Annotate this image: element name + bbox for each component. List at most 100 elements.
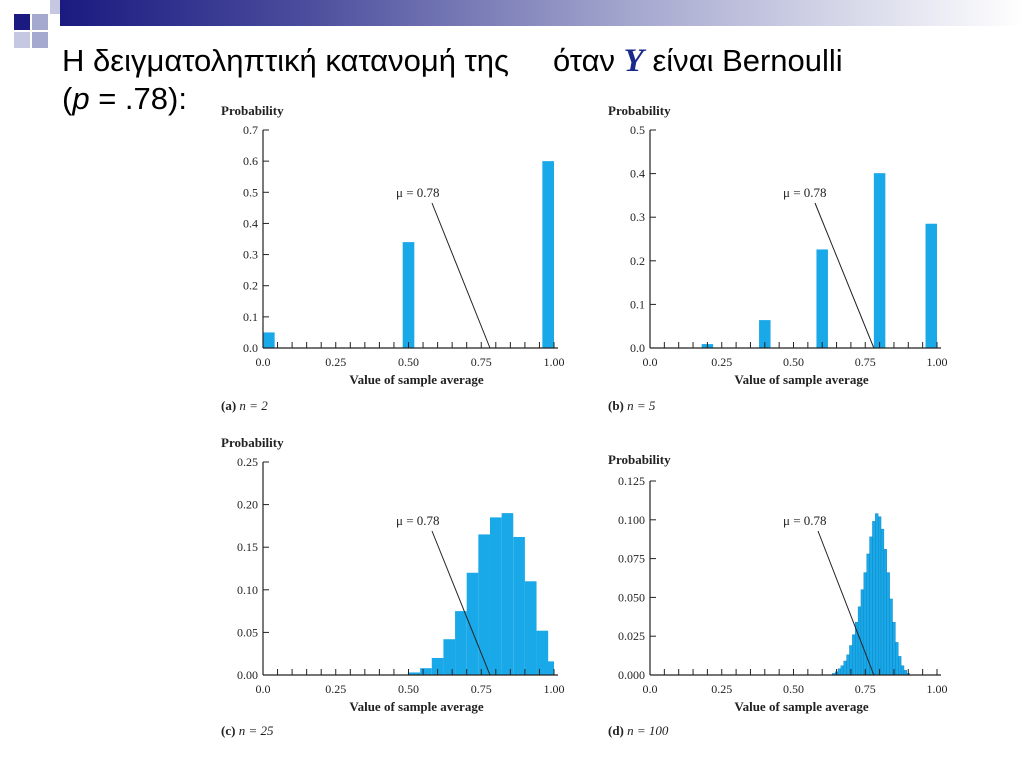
x-tick-label: 1.00 — [544, 682, 565, 696]
y-tick-label: 0.4 — [243, 216, 258, 230]
bar — [840, 665, 844, 676]
caption-letter: (a) — [221, 398, 239, 413]
chart-panel-d: 0.000 0.025 0.050 0.075 0.100 0.125 0.0 0.25 0.5… — [608, 452, 948, 738]
y-tick-label: 0.3 — [243, 248, 258, 262]
y-tick-label: 0.050 — [618, 590, 645, 604]
slide-title: Η δειγματοληπτική κατανομή της όταν Y είν… — [62, 42, 843, 118]
bar — [877, 516, 882, 676]
bar — [431, 657, 444, 675]
x-tick-label: 0.75 — [855, 682, 876, 696]
panel-caption: (c) n = 25 — [221, 723, 274, 738]
bar — [524, 581, 537, 675]
bar — [898, 656, 902, 676]
y-tick-label: 0.075 — [618, 552, 645, 566]
caption-letter: (b) — [608, 398, 627, 413]
bar — [263, 332, 275, 348]
bar — [846, 654, 850, 676]
y-tick-label: 0.25 — [237, 455, 258, 469]
title-text-1: Η δειγματοληπτική κατανομή της — [62, 43, 509, 78]
bar — [895, 642, 899, 676]
x-tick-label: 0.50 — [783, 682, 804, 696]
mu-annotation: μ = 0.78 — [396, 513, 440, 528]
bar — [466, 572, 479, 675]
bar — [903, 670, 908, 676]
mu-pointer-line — [431, 202, 491, 349]
bar — [872, 521, 876, 676]
corner-decoration — [0, 0, 80, 60]
bar — [892, 622, 896, 676]
x-tick-label: 1.00 — [927, 682, 948, 696]
y-tick-label: 0.1 — [630, 297, 645, 311]
caption-n: n = 5 — [627, 398, 656, 413]
y-tick-label: 0.2 — [243, 279, 258, 293]
x-axis-title: Value of sample average — [734, 699, 868, 714]
mu-annotation: μ = 0.78 — [396, 185, 440, 200]
y-tick-label: 0.125 — [618, 474, 645, 488]
x-axis-title: Value of sample average — [349, 372, 483, 387]
y-tick-label: 0.3 — [630, 210, 645, 224]
y-tick-label: 0.7 — [243, 123, 258, 137]
y-axis-title: Probability — [221, 435, 284, 450]
bar — [542, 661, 554, 675]
caption-n: n = 100 — [627, 723, 669, 738]
y-tick-label: 0.025 — [618, 629, 645, 643]
y-tick-label: 0.0 — [243, 341, 258, 355]
title-text-3: είναι Bernoulli — [652, 43, 843, 78]
bar — [873, 173, 886, 348]
y-tick-label: 0.4 — [630, 167, 645, 181]
bar — [837, 668, 842, 676]
bar — [759, 320, 771, 348]
deco-square-dark — [14, 14, 30, 30]
bar — [863, 572, 867, 676]
chart-panel-a: 0.0 0.1 0.2 0.3 0.4 0.5 0.6 0.7 0.0 0.25 0.50 0.75 1… — [221, 103, 565, 413]
bar — [408, 672, 421, 675]
x-tick-label: 0.0 — [643, 355, 658, 369]
bar — [843, 660, 847, 676]
y-tick-label: 0.2 — [630, 254, 645, 268]
y-tick-label: 0.1 — [243, 310, 258, 324]
y-tick-label: 0.6 — [243, 154, 258, 168]
bar — [860, 589, 865, 676]
y-tick-label: 0.5 — [630, 123, 645, 137]
x-tick-label: 0.75 — [471, 682, 492, 696]
x-tick-label: 0.0 — [643, 682, 658, 696]
x-tick-label: 0.50 — [398, 355, 419, 369]
x-tick-label: 0.25 — [711, 355, 732, 369]
x-tick-label: 0.25 — [711, 682, 732, 696]
y-tick-label: 0.000 — [618, 668, 645, 682]
mu-annotation: μ = 0.78 — [783, 513, 827, 528]
bar — [889, 598, 893, 676]
caption-letter: (d) — [608, 723, 627, 738]
bar — [900, 665, 905, 676]
bar — [402, 242, 415, 348]
panel-caption: (d) n = 100 — [608, 723, 669, 738]
x-tick-label: 0.0 — [256, 355, 271, 369]
bar — [443, 639, 456, 675]
mu-pointer-line — [431, 530, 491, 676]
bar — [501, 513, 514, 675]
y-tick-label: 0.100 — [618, 513, 645, 527]
mu-pointer-line — [814, 202, 875, 349]
mu-annotation: μ = 0.78 — [783, 185, 827, 200]
bar — [852, 634, 856, 676]
bar — [883, 549, 887, 676]
y-axis-title: Probability — [608, 103, 671, 118]
x-tick-label: 1.00 — [544, 355, 565, 369]
title-variable-y: Y — [623, 43, 644, 79]
y-tick-label: 0.00 — [237, 668, 258, 682]
y-axis-title: Probability — [221, 103, 284, 118]
chart-panel-c: 0.00 0.05 0.10 0.15 0.20 0.25 0.0 0.25 0.50 0.75 1… — [221, 435, 565, 738]
y-tick-label: 0.20 — [237, 498, 258, 512]
x-tick-label: 0.50 — [398, 682, 419, 696]
panel-caption: (a) n = 2 — [221, 398, 268, 413]
x-tick-label: 0.25 — [325, 355, 346, 369]
title-text-2: όταν — [552, 43, 616, 78]
deco-square-light — [32, 32, 48, 48]
chart-panel-b: 0.0 0.1 0.2 0.3 0.4 0.5 0.0 0.25 0.50 0.75 1.00 Pro… — [608, 103, 948, 413]
bar — [880, 528, 885, 676]
panel-caption: (b) n = 5 — [608, 398, 656, 413]
x-tick-label: 0.0 — [256, 682, 271, 696]
bar — [869, 536, 873, 676]
bar — [455, 611, 467, 675]
header-gradient-bar — [60, 0, 1024, 26]
